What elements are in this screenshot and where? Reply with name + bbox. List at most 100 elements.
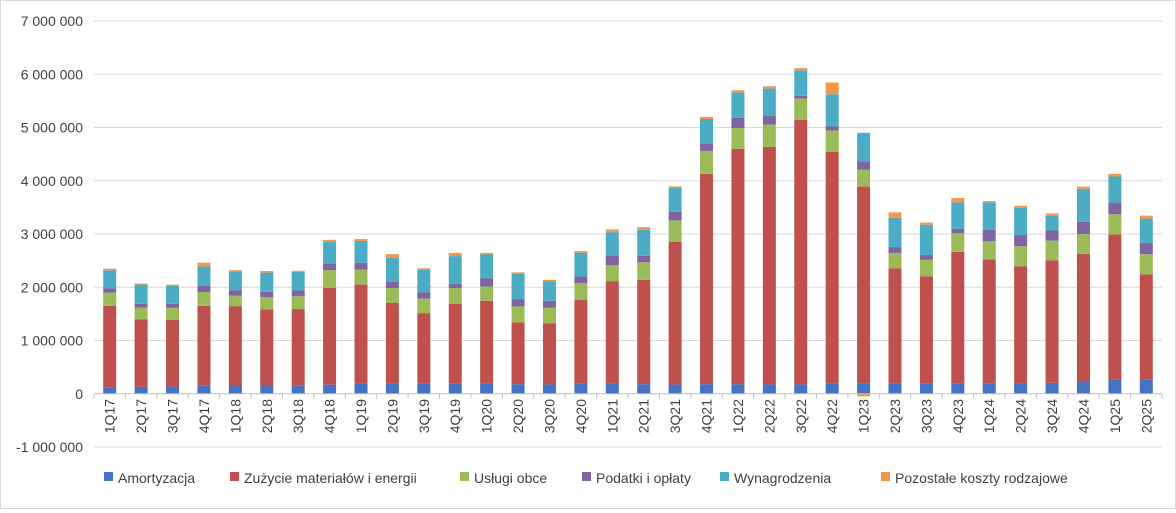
bar-segment bbox=[448, 252, 462, 257]
bar-segment bbox=[417, 268, 431, 270]
bar-segment bbox=[668, 241, 682, 385]
bar-segment bbox=[134, 319, 148, 387]
bar-segment bbox=[605, 229, 619, 233]
bar-segment bbox=[323, 263, 337, 271]
bar-segment bbox=[134, 386, 148, 394]
bar-segment bbox=[1076, 234, 1090, 254]
bar-segment bbox=[1014, 235, 1028, 247]
bar-segment bbox=[448, 283, 462, 289]
bar-segment bbox=[1045, 213, 1059, 216]
bar-segment bbox=[982, 230, 996, 242]
bar-segment bbox=[385, 302, 399, 384]
bar-segment bbox=[480, 286, 494, 301]
bar-segment bbox=[951, 202, 965, 229]
legend-label: Podatki i opłaty bbox=[596, 470, 691, 486]
bar-segment bbox=[166, 284, 180, 286]
bar-segment bbox=[825, 126, 839, 131]
bar-segment bbox=[762, 146, 776, 385]
bar-segment bbox=[1014, 266, 1028, 384]
bar-segment bbox=[197, 285, 211, 293]
bar-segment bbox=[448, 288, 462, 305]
bar-segment bbox=[1108, 214, 1122, 235]
bar-segment bbox=[291, 270, 305, 272]
bar-segment bbox=[1139, 215, 1153, 219]
bar-segment bbox=[542, 384, 556, 394]
bar-segment bbox=[542, 323, 556, 385]
axes: -1 000 000 0 1 000 000 2 000 000 3 000 000 4 … bbox=[16, 13, 1163, 455]
legend-label: Amortyzacja bbox=[118, 470, 195, 486]
x-tick-label: 2Q22 bbox=[761, 399, 777, 433]
bar-segment bbox=[417, 292, 431, 299]
bar-segment bbox=[385, 281, 399, 289]
bar-segment bbox=[982, 202, 996, 231]
bar-segment bbox=[354, 284, 368, 384]
bar-segment bbox=[1076, 186, 1090, 189]
bar-segment bbox=[605, 255, 619, 266]
bar-segment bbox=[762, 116, 776, 125]
x-tick-label: 2Q18 bbox=[259, 399, 275, 433]
bar-segment bbox=[825, 82, 839, 95]
bar-segment bbox=[574, 251, 588, 253]
bar-segment bbox=[197, 385, 211, 394]
bar-segment bbox=[385, 257, 399, 282]
bar-segment bbox=[700, 384, 714, 394]
bar-segment bbox=[385, 383, 399, 394]
bar-segment bbox=[1076, 188, 1090, 222]
bar-segment bbox=[197, 305, 211, 386]
bar-segment bbox=[134, 283, 148, 285]
bar-segment bbox=[1139, 243, 1153, 255]
x-tick-label: 4Q22 bbox=[824, 399, 840, 433]
bar-segment bbox=[605, 281, 619, 384]
bar-segment bbox=[197, 292, 211, 306]
bar-segment bbox=[574, 252, 588, 277]
y-tick-label: 3 000 000 bbox=[21, 226, 83, 242]
bar-segment bbox=[888, 268, 902, 384]
bar-segment bbox=[1014, 207, 1028, 236]
bar-segment bbox=[888, 247, 902, 253]
bar-segment bbox=[542, 281, 556, 301]
x-tick-label: 2Q25 bbox=[1138, 399, 1154, 433]
y-tick-label: 5 000 000 bbox=[21, 120, 83, 136]
bar-segment bbox=[919, 224, 933, 256]
x-tick-label: 3Q19 bbox=[416, 399, 432, 433]
bar-segment bbox=[260, 272, 274, 292]
bar-segment bbox=[857, 393, 871, 397]
bar-segment bbox=[354, 269, 368, 285]
legend-label: Usługi obce bbox=[474, 470, 547, 486]
y-tick-label: 7 000 000 bbox=[21, 13, 83, 29]
bar-segment bbox=[166, 285, 180, 304]
bar-segment bbox=[700, 144, 714, 151]
bar-segment bbox=[417, 298, 431, 314]
legend-swatch bbox=[104, 472, 113, 481]
bar-segment bbox=[574, 276, 588, 283]
x-tick-label: 3Q17 bbox=[165, 399, 181, 433]
bar-segment bbox=[951, 383, 965, 394]
bar-segment bbox=[323, 384, 337, 394]
bar-segment bbox=[166, 303, 180, 308]
bar-segment bbox=[637, 279, 651, 385]
y-tick-label: 0 bbox=[75, 386, 83, 402]
bar-segment bbox=[919, 255, 933, 260]
x-tick-label: 3Q23 bbox=[918, 399, 934, 433]
bar-segment bbox=[260, 309, 274, 386]
x-tick-label: 3Q22 bbox=[793, 399, 809, 433]
y-tick-label: 1 000 000 bbox=[21, 333, 83, 349]
bar-segment bbox=[1045, 240, 1059, 261]
bar-segment bbox=[857, 383, 871, 394]
bar-segment bbox=[888, 217, 902, 248]
bar-segment bbox=[417, 383, 431, 394]
bar-segment bbox=[982, 259, 996, 384]
bar-segment bbox=[228, 270, 242, 272]
x-tick-label: 1Q18 bbox=[227, 399, 243, 433]
bar-segment bbox=[731, 148, 745, 385]
legend-swatch bbox=[720, 472, 729, 481]
bar-segment bbox=[1139, 274, 1153, 380]
bar-segment bbox=[982, 383, 996, 394]
bar-segment bbox=[480, 300, 494, 384]
bar-segment bbox=[668, 186, 682, 188]
bar-segment bbox=[291, 296, 305, 310]
bar-segment bbox=[103, 288, 117, 293]
bar-segment bbox=[700, 150, 714, 174]
x-tick-label: 4Q18 bbox=[322, 399, 338, 433]
bar-segment bbox=[951, 233, 965, 252]
